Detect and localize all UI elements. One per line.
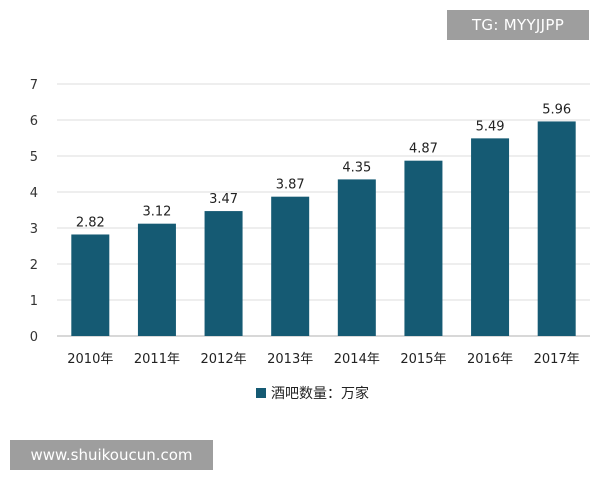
data-label: 5.96: [542, 102, 571, 117]
bar: [71, 234, 110, 336]
data-label: 2.82: [76, 215, 105, 230]
x-tick-label: 2011年: [134, 352, 180, 367]
x-tick-label: 2017年: [534, 352, 580, 367]
x-tick-label: 2016年: [467, 352, 513, 367]
watermark-bottom: www.shuikoucun.com: [10, 440, 213, 470]
x-tick-label: 2014年: [334, 352, 380, 367]
y-tick-label: 3: [30, 222, 38, 237]
x-axis: 2010年 2011年 2012年 2013年 2014年 2015年 2016年 2017年: [67, 352, 579, 367]
y-tick-label: 2: [30, 258, 38, 273]
data-labels: 2.82 3.12 3.47 3.87 4.35 4.87 5.49 5.96: [76, 102, 571, 230]
x-tick-label: 2010年: [67, 352, 113, 367]
bar: [337, 179, 376, 336]
legend-label: 酒吧数量：万家: [271, 385, 369, 402]
legend-swatch: [256, 388, 266, 398]
x-tick-label: 2013年: [267, 352, 313, 367]
y-axis: 0 1 2 3 4 5 6 7: [30, 78, 38, 345]
gridlines: [57, 83, 590, 337]
data-label: 3.87: [276, 178, 305, 193]
data-label: 3.12: [142, 205, 171, 220]
bar: [404, 160, 443, 336]
y-tick-label: 1: [30, 294, 38, 309]
y-tick-label: 4: [30, 186, 38, 201]
data-label: 4.35: [342, 160, 371, 175]
y-tick-label: 0: [30, 330, 38, 345]
data-label: 3.47: [209, 192, 238, 207]
bar: [204, 211, 243, 336]
data-label: 4.87: [409, 142, 438, 157]
data-label: 5.49: [476, 119, 505, 134]
bar: [471, 138, 510, 336]
bar: [137, 223, 176, 336]
bar: [537, 121, 576, 336]
y-tick-label: 5: [30, 150, 38, 165]
y-tick-label: 7: [30, 78, 38, 93]
bar: [271, 196, 310, 336]
bars: [71, 121, 576, 336]
y-tick-label: 6: [30, 114, 38, 129]
x-tick-label: 2015年: [400, 352, 446, 367]
legend: 酒吧数量：万家: [256, 385, 369, 402]
x-tick-label: 2012年: [201, 352, 247, 367]
watermark-top: TG: MYYJJPP: [447, 10, 589, 40]
